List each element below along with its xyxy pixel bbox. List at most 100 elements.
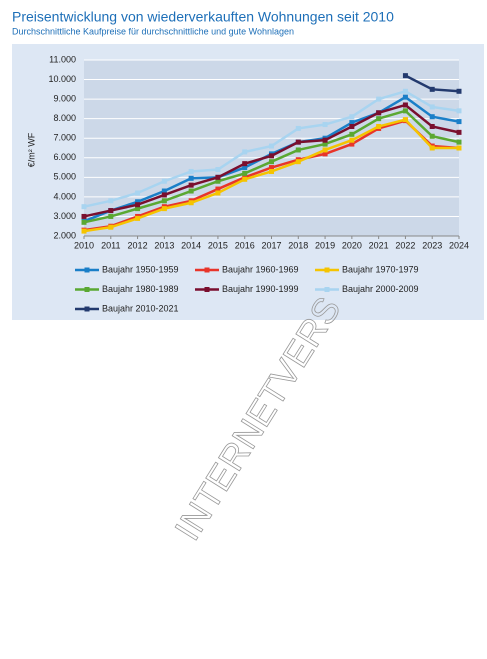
data-point [322,137,328,143]
legend-label: Baujahr 1980-1989 [102,284,179,294]
data-point [456,108,462,114]
data-point [295,125,301,131]
data-point [429,104,435,110]
data-point [322,151,328,157]
legend-marker [84,287,90,292]
data-point [349,141,355,147]
chart-subtitle: Durchschnittliche Kaufpreise für durchsc… [12,26,294,36]
data-point [215,186,221,192]
data-point [295,147,301,153]
data-point [402,94,408,100]
data-point [456,88,462,94]
data-point [456,129,462,135]
legend-label: Baujahr 1950-1959 [102,264,179,274]
data-point [81,204,87,210]
data-point [349,137,355,143]
data-point [269,168,274,174]
chart-title: Preisentwicklung von wiederverkauften Wo… [12,9,394,25]
data-point [81,213,87,219]
legend-marker [204,287,210,292]
data-point [269,153,274,159]
data-point [81,219,87,225]
data-point [188,200,194,206]
data-point [188,188,194,194]
data-point [322,141,328,147]
data-point [188,168,194,174]
x-tick-label: 2014 [181,240,201,250]
x-tick-label: 2020 [342,240,362,250]
data-point [135,215,141,221]
x-tick-label: 2013 [154,240,174,250]
x-tick-label: 2010 [74,240,94,250]
data-point [108,224,114,230]
data-point [429,123,435,129]
legend-label: Baujahr 1990-1999 [222,284,299,294]
data-point [269,159,274,165]
y-tick-label: 7.000 [53,133,76,143]
x-tick-label: 2017 [261,240,281,250]
data-point [108,198,114,204]
x-tick-label: 2023 [422,240,442,250]
x-tick-label: 2022 [395,240,415,250]
data-point [295,139,301,145]
data-point [429,86,435,92]
data-point [215,167,221,173]
data-point [188,175,194,181]
data-point [161,188,167,194]
data-point [242,161,248,167]
data-point [215,174,221,180]
data-point [429,114,435,120]
x-tick-label: 2011 [101,240,120,250]
data-point [161,206,167,212]
data-point [242,165,248,171]
data-point [215,178,221,184]
data-point [188,182,194,188]
legend-marker [84,306,90,312]
x-tick-label: 2015 [208,240,228,250]
y-tick-label: 2.000 [53,230,76,240]
data-point [456,119,462,125]
x-tick-label: 2021 [369,240,389,250]
data-point [402,108,408,114]
legend-marker [324,287,330,292]
data-point [456,145,462,151]
data-point [135,199,141,205]
data-point [349,114,355,120]
y-tick-label: 4.000 [53,191,76,201]
data-point [161,178,167,184]
data-point [269,165,274,171]
data-point [135,206,141,212]
data-point [349,120,355,126]
legend-marker [84,267,90,273]
data-point [81,228,87,234]
data-point [108,213,114,219]
y-tick-label: 9.000 [53,93,76,103]
data-point [295,159,301,165]
y-tick-label: 3.000 [53,211,76,221]
legend-marker [324,267,330,273]
data-point [269,143,274,149]
data-point [429,145,435,151]
legend-label: Baujahr 2010-2021 [102,303,179,313]
data-point [161,198,167,204]
data-point [242,176,248,182]
data-point [135,190,141,196]
data-point [402,73,408,79]
y-tick-label: 11.000 [49,54,76,64]
data-point [215,190,221,196]
data-point [456,139,462,145]
y-tick-label: 10.000 [48,74,76,84]
x-tick-label: 2016 [235,240,255,250]
data-point [402,102,408,108]
legend-label: Baujahr 1970-1979 [342,264,419,274]
data-point [349,131,355,137]
data-point [376,123,382,129]
y-axis-label: €/m² WF [26,132,36,167]
data-point [376,116,382,122]
y-tick-label: 5.000 [53,172,76,182]
data-point [349,123,355,129]
x-tick-label: 2012 [128,240,148,250]
data-point [135,202,141,208]
